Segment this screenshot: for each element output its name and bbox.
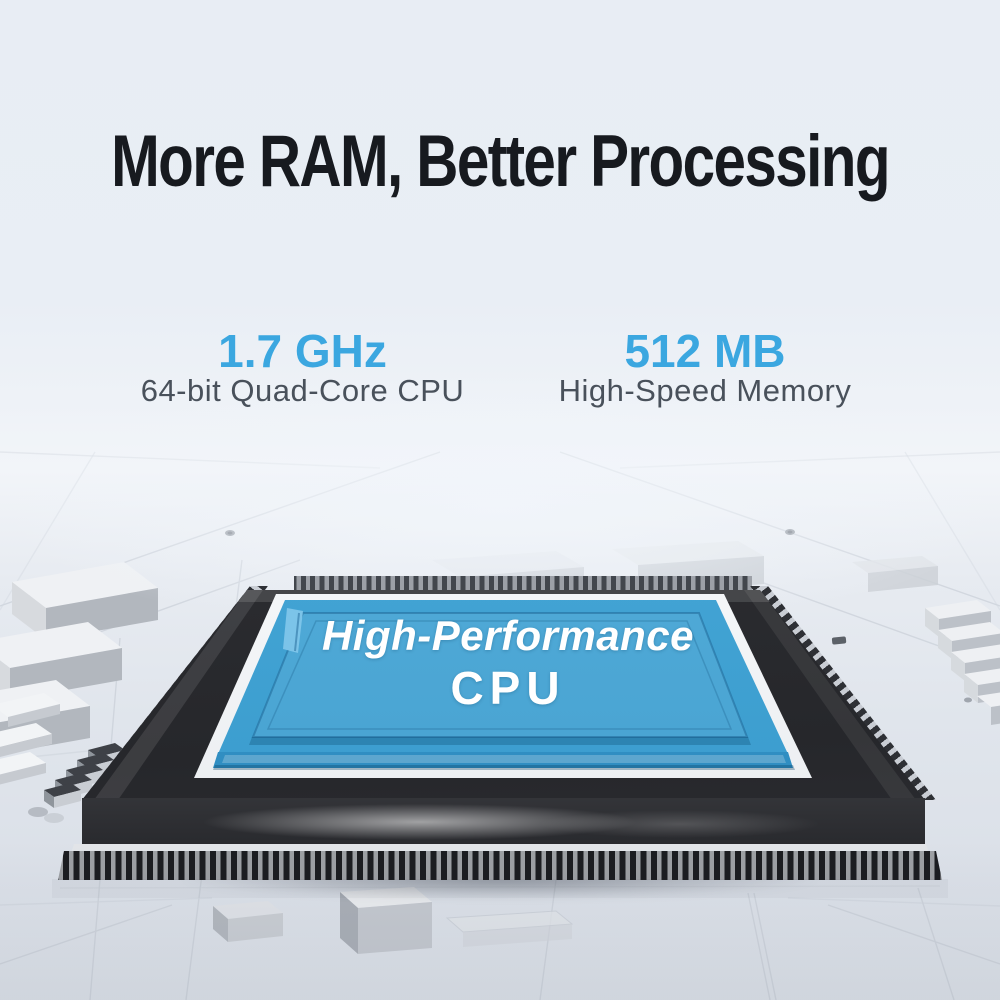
spec-cpu: 1.7 GHz 64-bit Quad-Core CPU <box>115 325 490 409</box>
die-notch <box>283 608 303 653</box>
spec-cpu-label: 64-bit Quad-Core CPU <box>140 373 465 408</box>
spec-memory: 512 MB High-Speed Memory <box>520 325 890 409</box>
chip-label-line1: High-Performance <box>321 612 695 659</box>
headline: More RAM, Better Processing <box>111 121 890 202</box>
chip-label: High-Performance CPU <box>258 612 758 714</box>
die-plateau-lines <box>213 612 795 770</box>
spec-memory-value: 512 MB <box>624 325 786 377</box>
spec-memory-label: High-Speed Memory <box>558 373 852 408</box>
spec-cpu-value: 1.7 GHz <box>218 325 387 377</box>
chip-label-line2: CPU <box>450 662 566 714</box>
